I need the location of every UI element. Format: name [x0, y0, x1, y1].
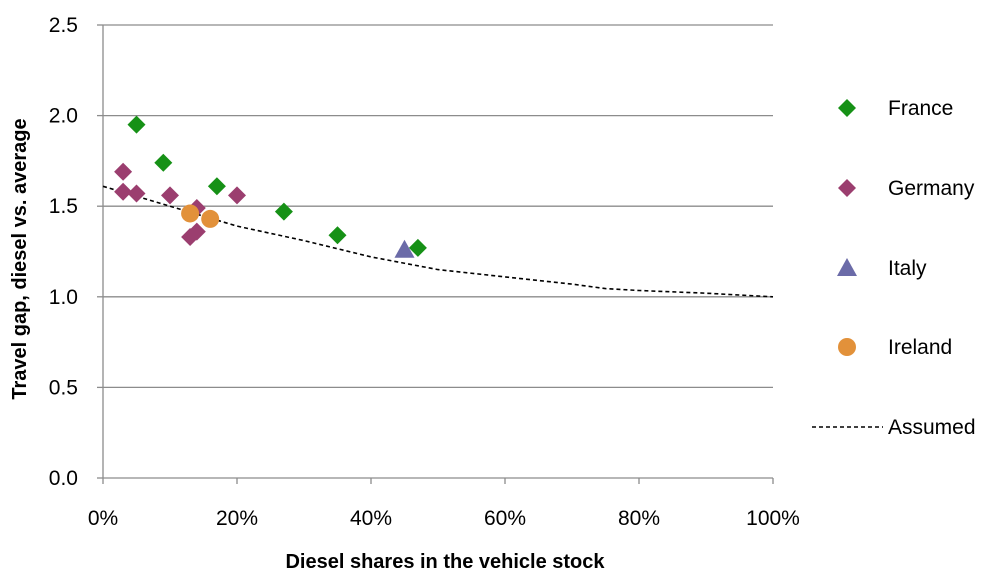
axes: [97, 24, 774, 484]
ireland-point: [181, 204, 200, 223]
legend-item-france: France: [838, 97, 953, 120]
y-tick-label: 2.5: [49, 14, 78, 37]
legend-item-assumed: Assumed: [812, 416, 976, 439]
y-axis-title: Travel gap, diesel vs. average: [9, 118, 31, 399]
y-tick-label: 0.0: [49, 467, 78, 490]
gridlines: [103, 24, 773, 389]
legend-item-ireland: Ireland: [838, 336, 952, 359]
germany-point: [114, 162, 133, 181]
germany-point: [161, 186, 179, 205]
france-point: [408, 238, 427, 257]
legend-label: Germany: [888, 177, 975, 200]
data-series: [102, 115, 774, 298]
y-tick-label: 1.5: [49, 195, 78, 218]
france-point: [154, 153, 173, 172]
x-tick-label: 20%: [216, 507, 258, 530]
x-axis-title: Diesel shares in the vehicle stock: [285, 551, 605, 573]
legend-item-italy: Italy: [837, 257, 927, 280]
x-tick-labels: 0% 20% 40% 60% 80% 100%: [88, 507, 800, 530]
germany-point: [114, 182, 133, 201]
x-tick-label: 80%: [618, 507, 660, 530]
legend-marker: [838, 99, 856, 117]
assumed-line: [102, 185, 774, 298]
legend-marker: [838, 179, 856, 197]
y-tick-label: 1.0: [49, 286, 78, 309]
y-tick-labels: 0.0 0.5 1.0 1.5 2.0 2.5: [49, 14, 78, 490]
x-tick-label: 60%: [484, 507, 526, 530]
legend-label: Assumed: [888, 416, 976, 439]
y-tick-label: 2.0: [49, 105, 78, 128]
france-point: [274, 202, 293, 221]
france-point: [207, 177, 226, 196]
legend-marker: [838, 338, 856, 356]
x-tick-label: 0%: [88, 507, 118, 530]
legend-marker: [837, 258, 857, 276]
ireland-point: [201, 209, 220, 228]
italy-point: [394, 239, 415, 258]
legend: France Germany Italy Ireland Assumed: [812, 97, 976, 439]
germany-point: [127, 184, 146, 203]
germany-point: [228, 186, 246, 205]
legend-label: France: [888, 97, 953, 120]
legend-label: Italy: [888, 257, 927, 280]
legend-item-germany: Germany: [838, 177, 975, 200]
y-tick-label: 0.5: [49, 376, 78, 399]
x-tick-label: 40%: [350, 507, 392, 530]
france-point: [328, 226, 347, 245]
x-tick-label: 100%: [746, 507, 800, 530]
germany-point: [187, 222, 206, 241]
france-point: [127, 115, 146, 134]
legend-label: Ireland: [888, 336, 952, 359]
